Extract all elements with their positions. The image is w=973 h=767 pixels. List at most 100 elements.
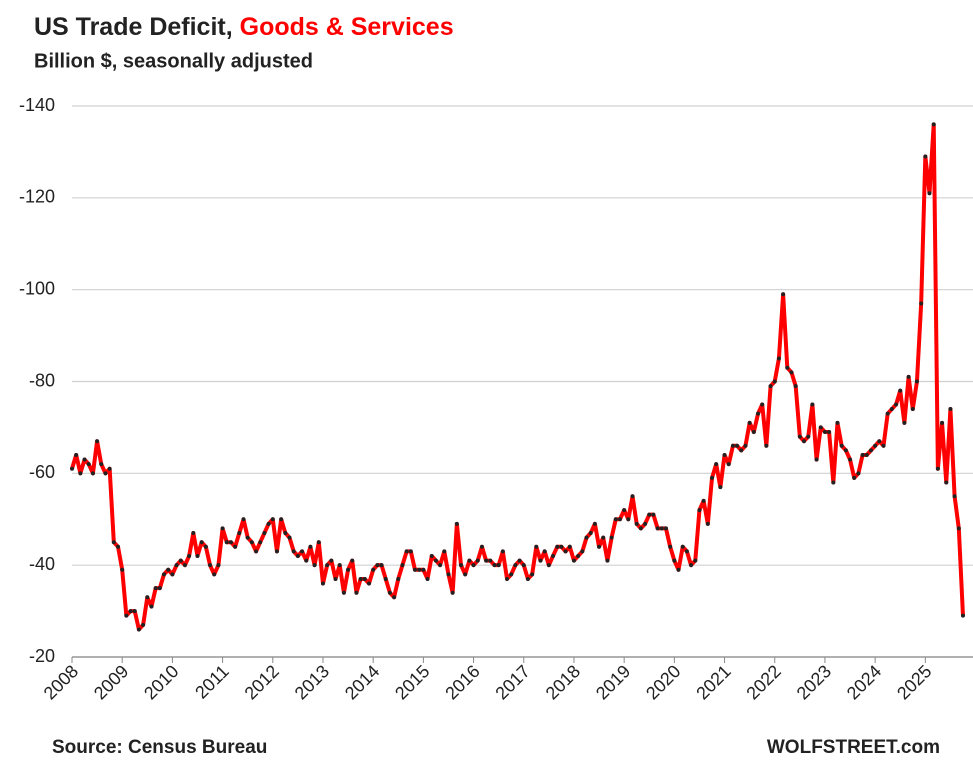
data-point (454, 521, 459, 526)
data-point (772, 379, 777, 384)
data-point (563, 549, 568, 554)
data-point (136, 627, 141, 632)
data-point (848, 457, 853, 462)
data-point (308, 544, 313, 549)
y-tick-label: -140 (19, 95, 55, 115)
data-point (346, 567, 351, 572)
data-point (371, 567, 376, 572)
data-point (647, 512, 652, 517)
data-point (141, 622, 146, 627)
x-tick-label: 2012 (241, 661, 283, 703)
data-point (802, 439, 807, 444)
data-point (195, 553, 200, 558)
data-point (316, 540, 321, 545)
data-point (475, 558, 480, 563)
x-tick-label: 2014 (341, 661, 383, 703)
data-point (157, 586, 162, 591)
data-point (910, 407, 915, 412)
y-tick-label: -20 (29, 646, 55, 666)
data-point (166, 567, 171, 572)
data-point (580, 549, 585, 554)
data-point (638, 526, 643, 531)
x-tick-label: 2008 (40, 661, 82, 703)
data-point (153, 586, 158, 591)
x-tick-label: 2013 (291, 661, 333, 703)
data-point (375, 563, 380, 568)
x-tick-label: 2017 (491, 661, 533, 703)
data-point (245, 535, 250, 540)
data-point (233, 544, 238, 549)
data-point (898, 388, 903, 393)
data-point (383, 576, 388, 581)
data-point (379, 563, 384, 568)
data-point (643, 521, 648, 526)
data-point (513, 563, 518, 568)
data-point (806, 434, 811, 439)
data-point (463, 572, 468, 577)
data-point (170, 572, 175, 577)
data-point (747, 420, 752, 425)
data-point (279, 517, 284, 522)
data-point (588, 531, 593, 536)
data-point (902, 420, 907, 425)
data-point (868, 448, 873, 453)
credit: WOLFSTREET.com (767, 737, 940, 758)
data-point (254, 549, 259, 554)
data-point (960, 613, 965, 618)
data-point (714, 462, 719, 467)
data-point (187, 553, 192, 558)
data-point (521, 563, 526, 568)
data-point (605, 558, 610, 563)
data-point (291, 549, 296, 554)
data-point (228, 540, 233, 545)
data-point (74, 452, 79, 457)
source: Source: Census Bureau (52, 737, 267, 758)
data-point (333, 576, 338, 581)
data-point (726, 462, 731, 467)
data-point (387, 590, 392, 595)
data-point (149, 604, 154, 609)
data-point (287, 535, 292, 540)
data-point (116, 544, 121, 549)
data-point (128, 609, 133, 614)
data-point (923, 154, 928, 159)
data-point (182, 563, 187, 568)
data-point (676, 567, 681, 572)
data-point (764, 443, 769, 448)
data-point (534, 544, 539, 549)
data-point (530, 572, 535, 577)
data-point (559, 544, 564, 549)
data-point (262, 531, 267, 536)
data-point (124, 613, 129, 618)
data-point (827, 430, 832, 435)
x-tick-label: 2010 (140, 661, 182, 703)
data-point (843, 448, 848, 453)
data-point (592, 521, 597, 526)
x-tick-label: 2016 (441, 661, 483, 703)
title-main: US Trade Deficit, (34, 13, 233, 41)
data-point (864, 452, 869, 457)
data-point (889, 407, 894, 412)
data-point (722, 452, 727, 457)
data-point (295, 553, 300, 558)
data-point (626, 517, 631, 522)
y-tick-label: -40 (29, 554, 55, 574)
data-point (551, 553, 556, 558)
data-point (906, 374, 911, 379)
data-point (467, 558, 472, 563)
data-point (948, 407, 953, 412)
data-point (927, 191, 932, 196)
x-tick-label: 2019 (592, 661, 634, 703)
data-point (835, 420, 840, 425)
data-point (659, 526, 664, 531)
data-point (224, 540, 229, 545)
data-point (488, 558, 493, 563)
data-point (500, 549, 505, 554)
data-point (433, 558, 438, 563)
data-point (484, 558, 489, 563)
data-point (270, 517, 275, 522)
data-point (70, 466, 74, 471)
data-point (396, 576, 401, 581)
data-point (914, 379, 919, 384)
